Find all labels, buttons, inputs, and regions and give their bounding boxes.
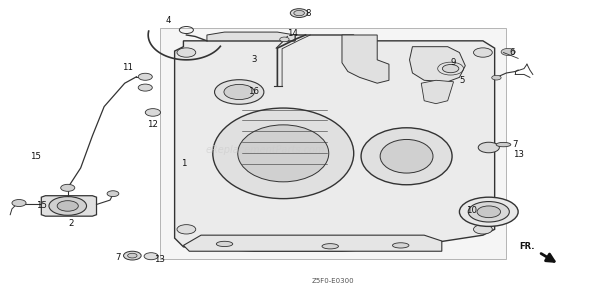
Text: 11: 11: [122, 63, 133, 72]
Circle shape: [478, 142, 499, 153]
Text: 12: 12: [148, 119, 158, 129]
Text: 16: 16: [248, 88, 260, 96]
Ellipse shape: [361, 128, 452, 185]
Text: 15: 15: [36, 201, 47, 210]
Text: eReplacementParts.com: eReplacementParts.com: [206, 145, 326, 155]
Ellipse shape: [322, 244, 339, 249]
Circle shape: [474, 225, 492, 234]
Circle shape: [491, 75, 501, 80]
Polygon shape: [342, 35, 389, 83]
Circle shape: [177, 225, 196, 234]
Circle shape: [224, 84, 254, 100]
Circle shape: [57, 201, 78, 211]
Text: 9: 9: [451, 58, 456, 67]
Polygon shape: [207, 32, 295, 41]
Ellipse shape: [380, 140, 433, 173]
Circle shape: [294, 10, 304, 16]
Text: 4: 4: [166, 16, 172, 25]
Ellipse shape: [238, 125, 329, 182]
Text: 8: 8: [305, 9, 311, 18]
Text: 5: 5: [460, 76, 465, 85]
Circle shape: [144, 253, 158, 260]
Circle shape: [477, 206, 500, 218]
Text: 6: 6: [510, 48, 515, 57]
Ellipse shape: [496, 142, 511, 147]
Text: 1: 1: [181, 159, 186, 168]
Ellipse shape: [213, 108, 354, 199]
Polygon shape: [175, 35, 494, 251]
Circle shape: [290, 9, 308, 17]
Polygon shape: [409, 47, 466, 82]
Text: Z5F0-E0300: Z5F0-E0300: [312, 278, 355, 284]
Circle shape: [12, 199, 26, 206]
Circle shape: [107, 191, 119, 196]
Polygon shape: [421, 80, 454, 104]
Circle shape: [474, 48, 492, 57]
Circle shape: [123, 251, 141, 260]
Ellipse shape: [217, 241, 232, 247]
Text: FR.: FR.: [519, 242, 535, 251]
Circle shape: [215, 80, 264, 104]
Text: 13: 13: [513, 150, 524, 159]
Circle shape: [49, 196, 87, 215]
Circle shape: [145, 109, 160, 116]
Polygon shape: [160, 28, 506, 258]
Text: 15: 15: [30, 152, 41, 161]
Text: 7: 7: [513, 140, 518, 149]
Circle shape: [460, 197, 518, 226]
Text: 13: 13: [155, 255, 165, 264]
Circle shape: [177, 48, 196, 57]
Circle shape: [127, 253, 137, 258]
Circle shape: [138, 84, 152, 91]
Text: 10: 10: [466, 206, 477, 215]
Text: 2: 2: [68, 219, 73, 228]
Polygon shape: [41, 196, 97, 216]
Text: 14: 14: [287, 29, 297, 38]
Ellipse shape: [392, 243, 409, 248]
Circle shape: [61, 184, 75, 191]
Circle shape: [280, 37, 289, 42]
Circle shape: [468, 201, 509, 222]
Text: 3: 3: [251, 55, 257, 64]
Circle shape: [442, 65, 459, 73]
Text: 7: 7: [115, 253, 120, 262]
Circle shape: [501, 48, 515, 55]
Polygon shape: [183, 235, 442, 251]
Circle shape: [138, 73, 152, 80]
